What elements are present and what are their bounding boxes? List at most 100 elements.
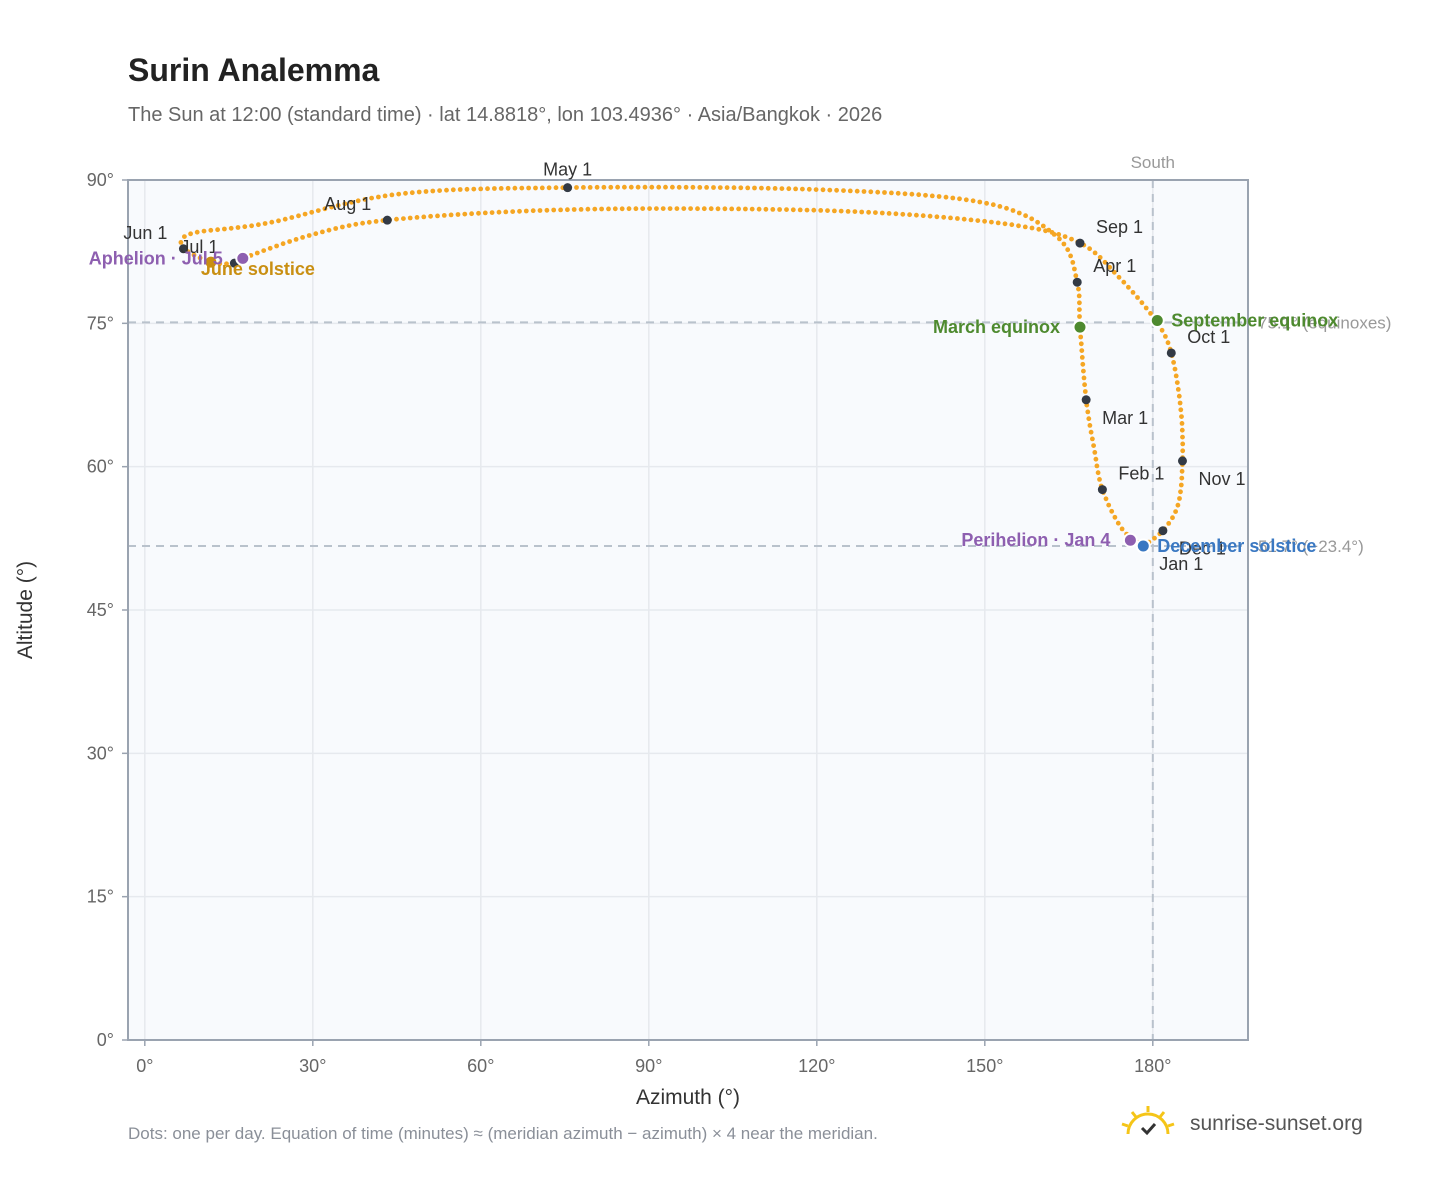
daily-sun-dot xyxy=(875,189,881,195)
daily-sun-dot xyxy=(606,206,611,212)
daily-sun-dot xyxy=(215,227,221,233)
daily-sun-dot xyxy=(916,192,922,198)
daily-sun-dot xyxy=(409,190,415,196)
daily-sun-dot xyxy=(435,213,440,219)
daily-sun-dot xyxy=(800,186,805,192)
daily-sun-dot xyxy=(970,198,976,204)
daily-sun-dot xyxy=(300,235,305,240)
daily-sun-dot xyxy=(695,206,700,212)
daily-sun-dot xyxy=(280,241,286,247)
daily-sun-dot xyxy=(485,186,490,192)
daily-sun-dot xyxy=(1078,341,1084,347)
daily-sun-dot xyxy=(1078,334,1084,340)
daily-sun-dot xyxy=(1102,259,1108,265)
daily-sun-dot xyxy=(396,191,402,197)
daily-sun-dot xyxy=(242,224,248,230)
daily-sun-dot xyxy=(1179,475,1185,481)
daily-sun-dot xyxy=(416,189,422,195)
daily-sun-dot xyxy=(1177,496,1182,501)
daily-sun-dot xyxy=(498,186,504,191)
daily-sun-dot xyxy=(1093,456,1099,462)
daily-sun-dot xyxy=(601,184,607,190)
daily-sun-dot xyxy=(496,209,502,215)
month-label: Jul 1 xyxy=(180,237,218,257)
daily-sun-dot xyxy=(656,184,662,190)
daily-sun-dot xyxy=(654,206,659,212)
daily-sun-dot xyxy=(1069,236,1074,242)
daily-sun-dot xyxy=(907,212,912,218)
daily-sun-dot xyxy=(551,207,557,213)
daily-sun-dot xyxy=(838,208,844,214)
daily-sun-dot xyxy=(1178,489,1183,495)
month-label: Nov 1 xyxy=(1198,469,1245,489)
daily-sun-dot xyxy=(1079,348,1085,353)
daily-sun-dot xyxy=(1179,468,1185,474)
month-marker xyxy=(1081,395,1091,405)
daily-sun-dot xyxy=(558,207,563,213)
daily-sun-dot xyxy=(194,229,200,235)
daily-sun-dot xyxy=(1179,414,1184,419)
event-marker xyxy=(1135,538,1151,554)
daily-sun-dot xyxy=(1176,393,1182,399)
daily-sun-dot xyxy=(1095,470,1101,476)
daily-sun-dot xyxy=(820,187,826,193)
x-axis-label: Azimuth (°) xyxy=(636,1086,740,1109)
daily-sun-dot xyxy=(1087,246,1092,252)
daily-sun-dot xyxy=(640,206,646,212)
daily-sun-dot xyxy=(813,187,819,193)
daily-sun-dot xyxy=(1081,368,1086,374)
daily-sun-dot xyxy=(683,184,689,190)
daily-sun-dot xyxy=(322,206,328,212)
daily-sun-dot xyxy=(526,185,531,191)
daily-sun-dot xyxy=(382,193,388,199)
daily-sun-dot xyxy=(362,197,368,202)
daily-sun-dot xyxy=(729,206,735,212)
daily-sun-dot xyxy=(854,188,860,194)
daily-sun-dot xyxy=(997,204,1003,209)
daily-sun-dot xyxy=(900,211,906,217)
daily-sun-dot xyxy=(989,219,994,225)
daily-sun-dot xyxy=(267,245,273,251)
month-label: Dec 1 xyxy=(1179,539,1226,559)
daily-sun-dot xyxy=(523,208,529,214)
month-marker xyxy=(563,183,573,193)
daily-sun-dot xyxy=(615,184,620,190)
daily-sun-dot xyxy=(1166,521,1172,526)
daily-sun-dot xyxy=(929,193,935,199)
daily-sun-dot xyxy=(1172,366,1178,372)
daily-sun-dot xyxy=(711,185,716,190)
brand-logo[interactable]: sunrise-sunset.org xyxy=(1120,1102,1420,1148)
y-tick-label: 0° xyxy=(97,1030,114,1050)
daily-sun-dot xyxy=(353,221,359,227)
daily-sun-dot xyxy=(437,188,442,194)
daily-sun-dot xyxy=(717,185,723,191)
daily-sun-dot xyxy=(708,206,714,212)
daily-sun-dot xyxy=(626,206,632,212)
daily-sun-dot xyxy=(745,185,751,191)
chart-footnote: Dots: one per day. Equation of time (min… xyxy=(128,1124,878,1143)
daily-sun-dot xyxy=(1174,380,1180,385)
month-marker xyxy=(382,215,392,225)
daily-sun-dot xyxy=(1009,222,1015,228)
daily-sun-dot xyxy=(1112,514,1118,520)
daily-sun-dot xyxy=(482,210,488,216)
daily-sun-dot xyxy=(599,206,604,212)
month-label: Aug 1 xyxy=(324,194,371,214)
daily-sun-dot xyxy=(786,186,792,192)
daily-sun-dot xyxy=(394,216,399,222)
daily-sun-dot xyxy=(274,243,279,249)
daily-sun-dot xyxy=(430,188,436,194)
daily-sun-dot xyxy=(1178,482,1184,488)
daily-sun-dot xyxy=(342,201,348,207)
daily-sun-dot xyxy=(927,213,933,219)
daily-sun-dot xyxy=(1092,450,1098,455)
daily-sun-dot xyxy=(841,188,846,194)
south-label: South xyxy=(1131,153,1175,172)
daily-sun-dot xyxy=(1077,300,1082,306)
month-label: May 1 xyxy=(543,160,592,180)
daily-sun-dot xyxy=(642,184,648,190)
daily-sun-dot xyxy=(895,190,901,196)
daily-sun-dot xyxy=(587,185,593,190)
daily-sun-dot xyxy=(1143,305,1149,311)
daily-sun-dot xyxy=(503,209,509,215)
